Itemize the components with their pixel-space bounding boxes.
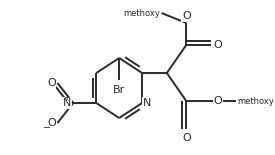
Text: O: O <box>214 40 222 50</box>
Text: O: O <box>182 133 191 143</box>
Text: Br: Br <box>113 85 125 95</box>
Text: N: N <box>143 98 151 108</box>
Text: methoxy: methoxy <box>238 97 274 106</box>
Text: +: + <box>63 93 70 102</box>
Text: −: − <box>43 123 51 133</box>
Text: O: O <box>47 78 56 88</box>
Text: methoxy: methoxy <box>123 9 160 18</box>
Text: O: O <box>214 96 222 106</box>
Text: O: O <box>182 11 191 21</box>
Text: O: O <box>47 118 56 128</box>
Text: N: N <box>63 98 72 108</box>
